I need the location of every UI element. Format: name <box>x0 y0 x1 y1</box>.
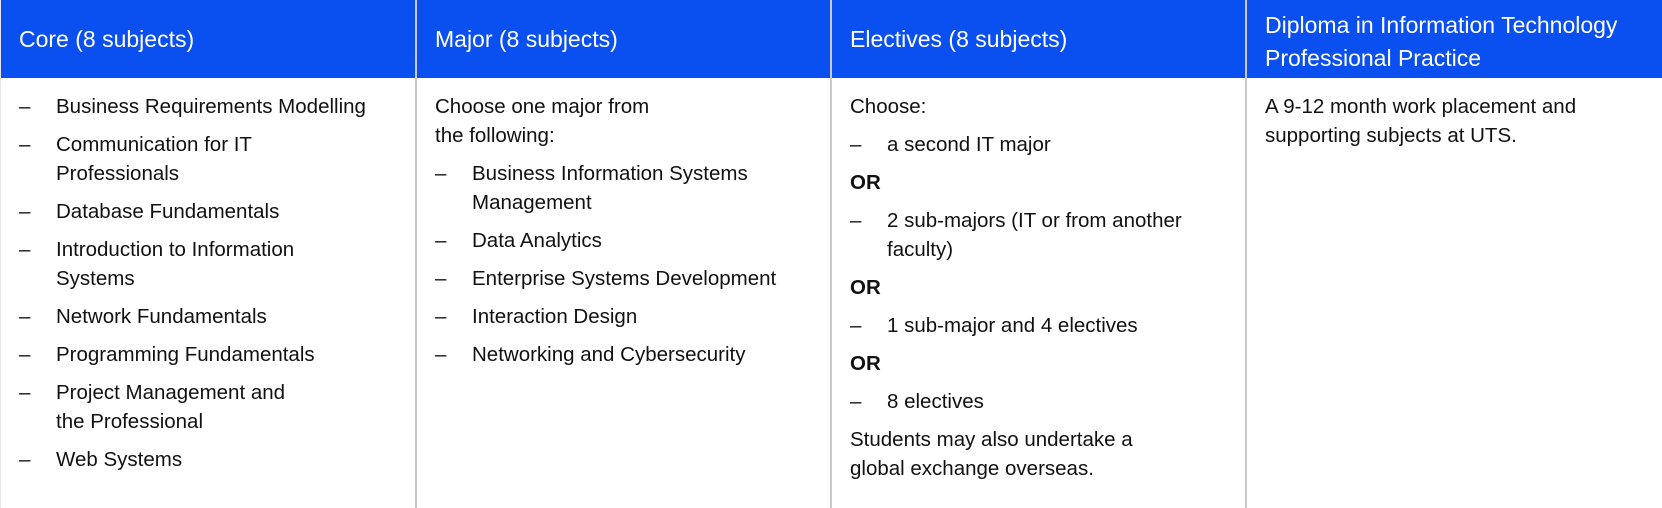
major-item: Networking and Cybersecurity <box>435 340 812 369</box>
electives-header: Electives (8 subjects) <box>832 0 1245 78</box>
electives-option: 8 electives <box>850 387 1227 416</box>
core-subject-item: Programming Fundamentals <box>19 340 397 369</box>
electives-note: Students may also undertake a global exc… <box>850 428 1133 480</box>
or-label: OR <box>850 352 881 375</box>
major-intro: Choose one major from the following: <box>435 95 650 147</box>
diploma-column: Diploma in Information Technology Profes… <box>1245 0 1662 508</box>
core-subject-item: Network Fundamentals <box>19 302 397 331</box>
electives-option-item: 2 sub-majors (IT or from another faculty… <box>850 206 1207 264</box>
core-subject-item: Web Systems <box>19 445 397 474</box>
core-subject-item: Project Management and the Professional <box>19 378 316 436</box>
diploma-body: A 9-12 month work placement and supporti… <box>1247 78 1662 150</box>
diploma-title: Diploma in Information Technology Profes… <box>1265 12 1618 71</box>
electives-option-item: 1 sub-major and 4 electives <box>850 311 1227 340</box>
electives-title: Electives (8 subjects) <box>850 25 1068 52</box>
major-item: Business Information Systems Management <box>435 159 772 217</box>
diploma-header: Diploma in Information Technology Profes… <box>1247 0 1662 78</box>
major-header: Major (8 subjects) <box>417 0 830 78</box>
electives-option: 1 sub-major and 4 electives <box>850 311 1227 340</box>
major-item: Enterprise Systems Development <box>435 264 812 293</box>
major-column: Major (8 subjects) Choose one major from… <box>415 0 830 508</box>
diploma-description: A 9-12 month work placement and supporti… <box>1265 95 1577 147</box>
core-column: Core (8 subjects) Business Requirements … <box>0 0 415 508</box>
core-subject-item: Introduction to Information Systems <box>19 235 326 293</box>
or-label: OR <box>850 171 881 194</box>
electives-option: 2 sub-majors (IT or from another faculty… <box>850 206 1227 264</box>
core-header: Core (8 subjects) <box>1 0 415 78</box>
electives-option-item: a second IT major <box>850 130 1227 159</box>
major-list: Business Information Systems Management … <box>435 159 812 369</box>
electives-column: Electives (8 subjects) Choose: a second … <box>830 0 1245 508</box>
major-item: Interaction Design <box>435 302 812 331</box>
core-subject-list: Business Requirements Modelling Communic… <box>19 92 397 474</box>
core-title: Core (8 subjects) <box>19 25 195 52</box>
electives-intro: Choose: <box>850 95 927 118</box>
major-body: Choose one major from the following: Bus… <box>417 78 830 369</box>
electives-body: Choose: a second IT major OR 2 sub-major… <box>832 78 1245 483</box>
core-subject-item: Database Fundamentals <box>19 197 397 226</box>
electives-option: a second IT major <box>850 130 1227 159</box>
major-item: Data Analytics <box>435 226 812 255</box>
core-subject-item: Business Requirements Modelling <box>19 92 397 121</box>
major-title: Major (8 subjects) <box>435 25 618 52</box>
core-body: Business Requirements Modelling Communic… <box>1 78 415 474</box>
core-subject-item: Communication for IT Professionals <box>19 130 276 188</box>
or-label: OR <box>850 276 881 299</box>
electives-option-item: 8 electives <box>850 387 1227 416</box>
